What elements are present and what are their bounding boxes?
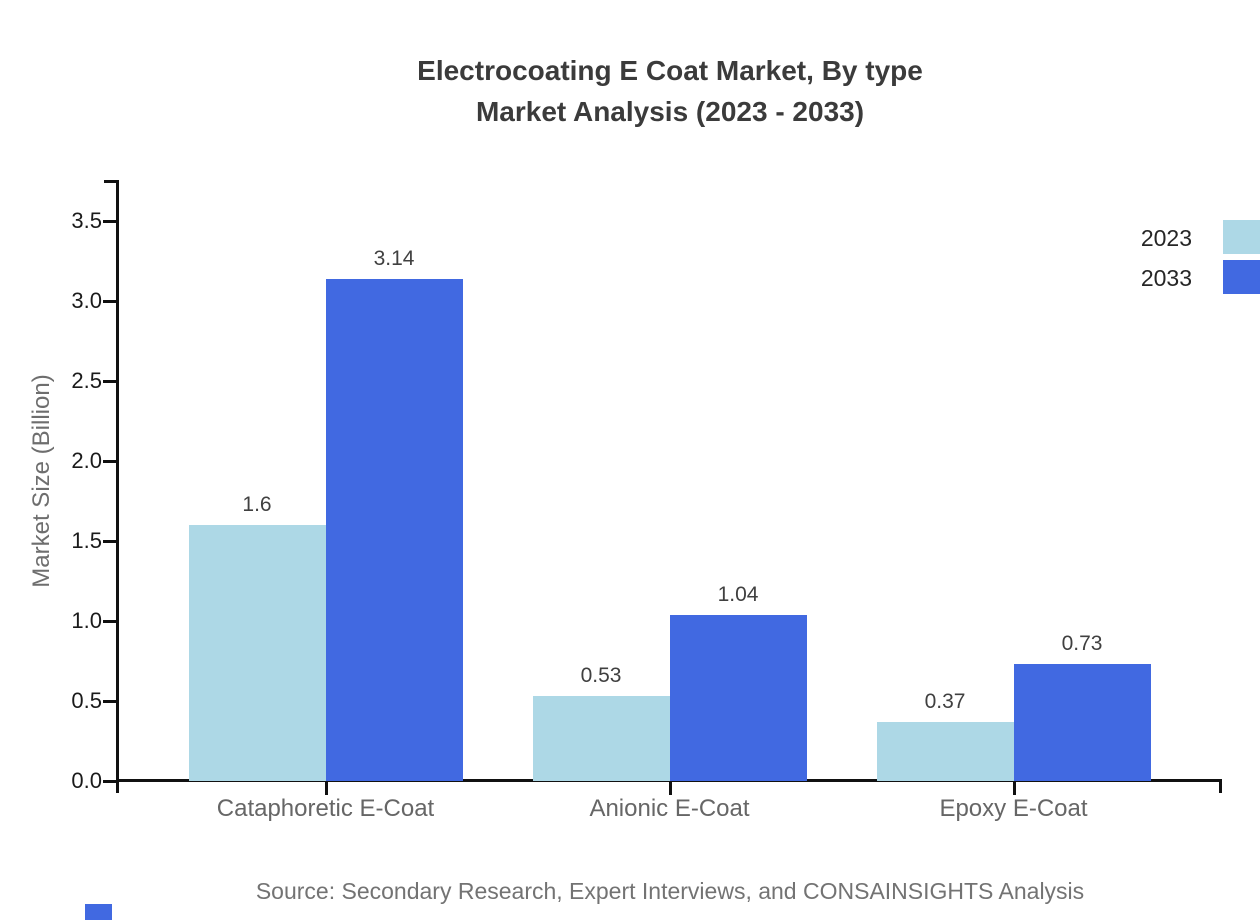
y-tick-label: 0.0 (71, 768, 102, 793)
corner-blue-mark (85, 904, 112, 920)
y-tick-label: 3.0 (71, 288, 102, 313)
y-tick-label: 1.0 (71, 608, 102, 633)
y-tick-mark (103, 700, 117, 703)
x-category-label: Anionic E-Coat (589, 795, 750, 822)
bar-value-label: 1.6 (242, 493, 272, 516)
y-tick-label: 0.5 (71, 688, 102, 713)
legend-label-2023: 2023 (1140, 225, 1192, 251)
x-tick-mark (324, 781, 328, 795)
bar-value-label: 0.53 (580, 664, 622, 688)
x-axis-end-cap (1219, 779, 1222, 793)
y-tick-label: 1.5 (71, 528, 102, 553)
y-tick-mark (103, 540, 117, 543)
y-tick-label: 3.5 (71, 208, 102, 233)
chart-title-line2: Market Analysis (2023 - 2033) (475, 96, 865, 127)
legend-swatch-2023 (1223, 220, 1260, 254)
y-tick-mark (103, 460, 117, 463)
legend-label-2033: 2033 (1140, 265, 1192, 291)
x-tick-mark (1012, 781, 1016, 795)
legend-swatch-2033 (1223, 260, 1260, 294)
bar-2033 (1013, 664, 1151, 781)
source-note: Source: Secondary Research, Expert Inter… (255, 878, 1085, 904)
y-tick-mark (103, 220, 117, 223)
bar-value-label: 3.14 (373, 246, 415, 270)
bar-value-label: 0.73 (1061, 632, 1103, 656)
y-axis-spine (116, 180, 119, 793)
y-tick-label: 2.5 (71, 368, 102, 393)
bar-2023 (532, 696, 670, 781)
y-tick-mark (103, 380, 117, 383)
x-category-label: Epoxy E-Coat (939, 795, 1088, 822)
y-axis-end-cap (104, 180, 119, 183)
bar-2033 (669, 614, 807, 781)
chart-title-line1: Electrocoating E Coat Market, By type (417, 55, 923, 86)
chart-title: Electrocoating E Coat Market, By type Ma… (118, 50, 1222, 132)
bar-value-label: 0.37 (924, 689, 966, 713)
bar-2033 (325, 278, 463, 781)
y-tick-mark (103, 300, 117, 303)
y-tick-label: 2.0 (71, 448, 102, 473)
x-category-label: Cataphoretic E-Coat (216, 795, 435, 822)
y-tick-mark (103, 780, 117, 783)
y-tick-mark (103, 620, 117, 623)
x-tick-mark (668, 781, 672, 795)
bar-2023 (876, 721, 1014, 781)
bar-2023 (188, 525, 326, 781)
bar-value-label: 1.04 (717, 582, 759, 606)
